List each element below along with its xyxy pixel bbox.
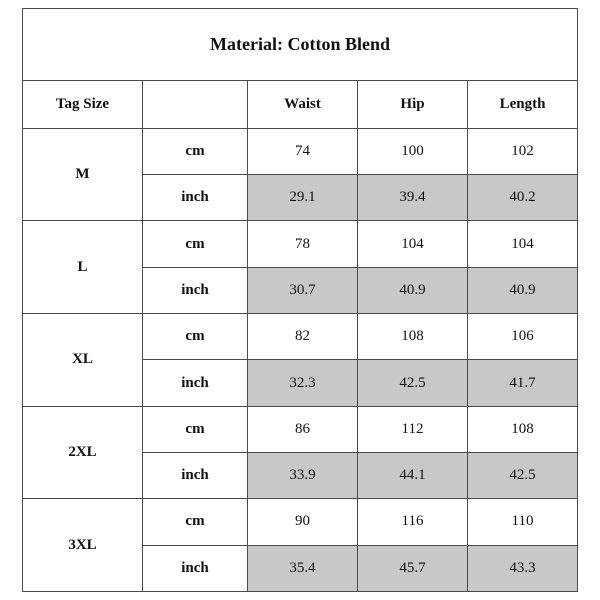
waist-value: 35.4 xyxy=(247,544,358,593)
size-chart-table: Material: Cotton Blend Tag Size Waist Hi… xyxy=(21,7,579,593)
length-value: 40.9 xyxy=(466,266,579,315)
waist-value: 29.1 xyxy=(247,174,358,222)
table-row: inch 35.4 45.7 43.3 xyxy=(23,544,579,593)
unit-label: inch xyxy=(142,451,248,500)
table-title: Material: Cotton Blend xyxy=(21,7,579,82)
waist-value: 33.9 xyxy=(247,451,358,500)
length-value: 43.3 xyxy=(466,544,579,593)
waist-value: 90 xyxy=(247,498,358,546)
unit-label: inch xyxy=(142,359,248,407)
header-length: Length xyxy=(466,80,579,129)
unit-label: cm xyxy=(142,220,248,268)
size-label: M xyxy=(22,127,143,222)
length-value: 42.5 xyxy=(466,451,579,500)
size-label: L xyxy=(22,220,143,315)
waist-value: 86 xyxy=(247,405,358,453)
header-waist: Waist xyxy=(247,80,358,129)
waist-value: 82 xyxy=(247,313,358,361)
length-value: 41.7 xyxy=(466,359,579,407)
hip-value: 40.9 xyxy=(357,266,468,315)
header-hip: Hip xyxy=(357,80,468,129)
hip-value: 39.4 xyxy=(357,174,468,222)
size-label: 3XL xyxy=(22,498,143,592)
table-row: inch 30.7 40.9 40.9 xyxy=(23,266,579,315)
waist-value: 32.3 xyxy=(247,359,358,407)
length-value: 40.2 xyxy=(466,174,579,222)
unit-label: inch xyxy=(142,544,248,593)
size-label: XL xyxy=(22,313,143,407)
length-value: 108 xyxy=(466,405,579,453)
header-unit xyxy=(142,80,248,129)
table-row: inch 33.9 44.1 42.5 xyxy=(23,451,579,500)
length-value: 104 xyxy=(466,220,579,268)
hip-value: 108 xyxy=(357,313,468,361)
table-row: inch 32.3 42.5 41.7 xyxy=(23,359,579,407)
unit-label: cm xyxy=(142,127,248,176)
table-row: 3XL cm 90 116 110 xyxy=(22,498,579,592)
unit-label: inch xyxy=(142,174,248,222)
table-row: 2XL cm 86 112 108 xyxy=(22,405,579,500)
table-row: inch 29.1 39.4 40.2 xyxy=(23,174,579,222)
table-row: M cm 74 100 102 xyxy=(22,127,579,222)
hip-value: 112 xyxy=(357,405,468,453)
unit-label: cm xyxy=(142,405,248,453)
size-label: 2XL xyxy=(22,405,143,500)
hip-value: 104 xyxy=(357,220,468,268)
length-value: 106 xyxy=(466,313,579,361)
hip-value: 45.7 xyxy=(357,544,468,593)
hip-value: 100 xyxy=(357,127,468,176)
hip-value: 116 xyxy=(357,498,468,546)
waist-value: 78 xyxy=(247,220,358,268)
unit-label: inch xyxy=(142,266,248,315)
hip-value: 42.5 xyxy=(357,359,468,407)
hip-value: 44.1 xyxy=(357,451,468,500)
length-value: 102 xyxy=(466,127,579,176)
waist-value: 30.7 xyxy=(247,266,358,315)
waist-value: 74 xyxy=(247,127,358,176)
table-row: L cm 78 104 104 xyxy=(22,220,579,315)
header-tag-size: Tag Size xyxy=(22,80,143,129)
table-row: XL cm 82 108 106 xyxy=(22,313,579,407)
unit-label: cm xyxy=(142,313,248,361)
length-value: 110 xyxy=(466,498,579,546)
unit-label: cm xyxy=(142,498,248,546)
